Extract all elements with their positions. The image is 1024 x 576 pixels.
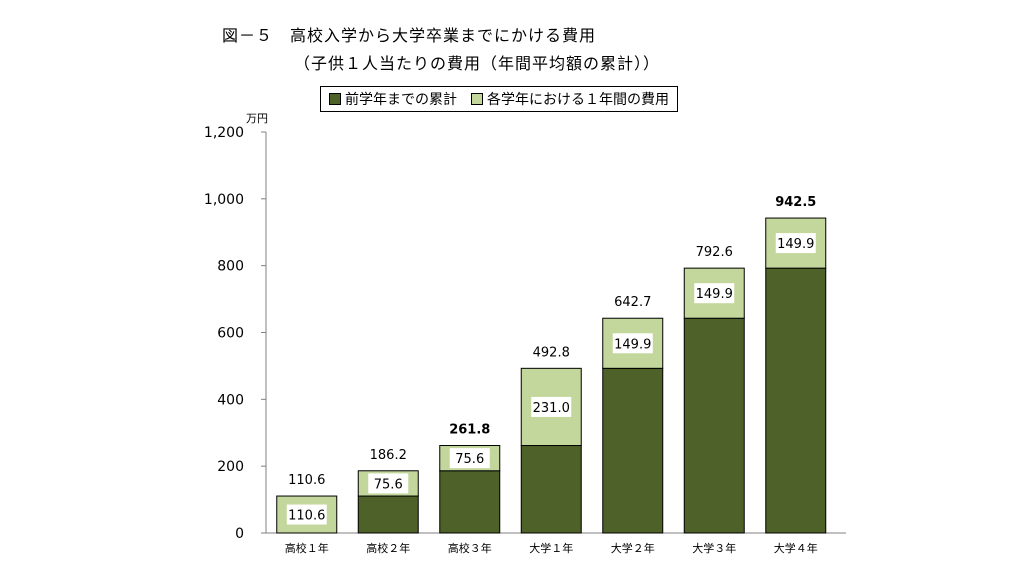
y-tick-label: 600 [217,326,244,342]
y-axis-unit-label: 万円 [246,112,268,125]
segment-label-box [612,333,653,354]
segment-value-label: 231.0 [533,401,570,416]
total-value-label: 792.6 [696,245,733,260]
bar-segment-cumulative [765,267,827,534]
segment-value-label: 75.6 [455,452,484,467]
total-value-label: 110.6 [288,473,325,488]
y-tick-label: 1,200 [204,125,244,141]
segment-value-label: 149.9 [614,337,651,352]
legend-swatch-cumulative [329,93,341,105]
segment-value-label: 110.6 [288,509,325,524]
chart-title: 図－５ 高校入学から大学卒業までにかける費用 [222,26,597,45]
segment-label-box [531,396,572,417]
x-category-label: 大学２年 [611,541,655,555]
bar-segment-cumulative [602,367,664,534]
x-category-label: 大学１年 [529,541,573,555]
legend-label-cumulative: 前学年までの累計 [345,92,457,108]
y-tick-label: 200 [217,459,244,475]
segment-label-box [368,473,409,494]
bar-segment-cumulative [439,470,501,534]
x-category-label: 高校３年 [448,541,492,555]
chart-legend: 前学年までの累計 各学年における１年間の費用 [320,86,678,112]
chart-title-block: 図－５ 高校入学から大学卒業までにかける費用 （子供１人当たりの費用（年間平均額… [222,22,660,74]
chart-subtitle: （子供１人当たりの費用（年間平均額の累計）） [294,54,661,73]
segment-label-box [286,504,327,525]
total-value-label: 186.2 [370,448,407,463]
y-tick-label: 800 [217,259,244,275]
segment-value-label: 149.9 [777,237,814,252]
legend-swatch-annual [471,93,483,105]
x-category-label: 大学４年 [774,541,818,555]
bar-segment-cumulative [520,445,582,534]
legend-item-annual: 各学年における１年間の費用 [471,89,669,109]
y-tick-label: 400 [217,392,244,408]
total-value-label: 492.8 [533,345,570,360]
bar-segment-cumulative [683,317,745,534]
x-category-label: 高校２年 [366,541,410,555]
legend-label-annual: 各学年における１年間の費用 [487,92,669,108]
segment-value-label: 75.6 [374,477,403,492]
segment-label-box [775,233,816,254]
segment-value-label: 149.9 [696,287,733,302]
bar-segment-cumulative [357,495,419,534]
y-tick-label: 1,000 [204,192,244,208]
legend-item-cumulative: 前学年までの累計 [329,89,457,109]
segment-label-box [694,283,735,304]
y-tick-label: 0 [235,526,244,542]
total-value-label: 942.5 [775,195,816,210]
segment-label-box [449,448,490,469]
total-value-label: 642.7 [614,295,651,310]
x-category-label: 大学３年 [692,541,736,555]
total-value-label: 261.8 [449,423,490,438]
x-category-label: 高校１年 [285,541,329,555]
